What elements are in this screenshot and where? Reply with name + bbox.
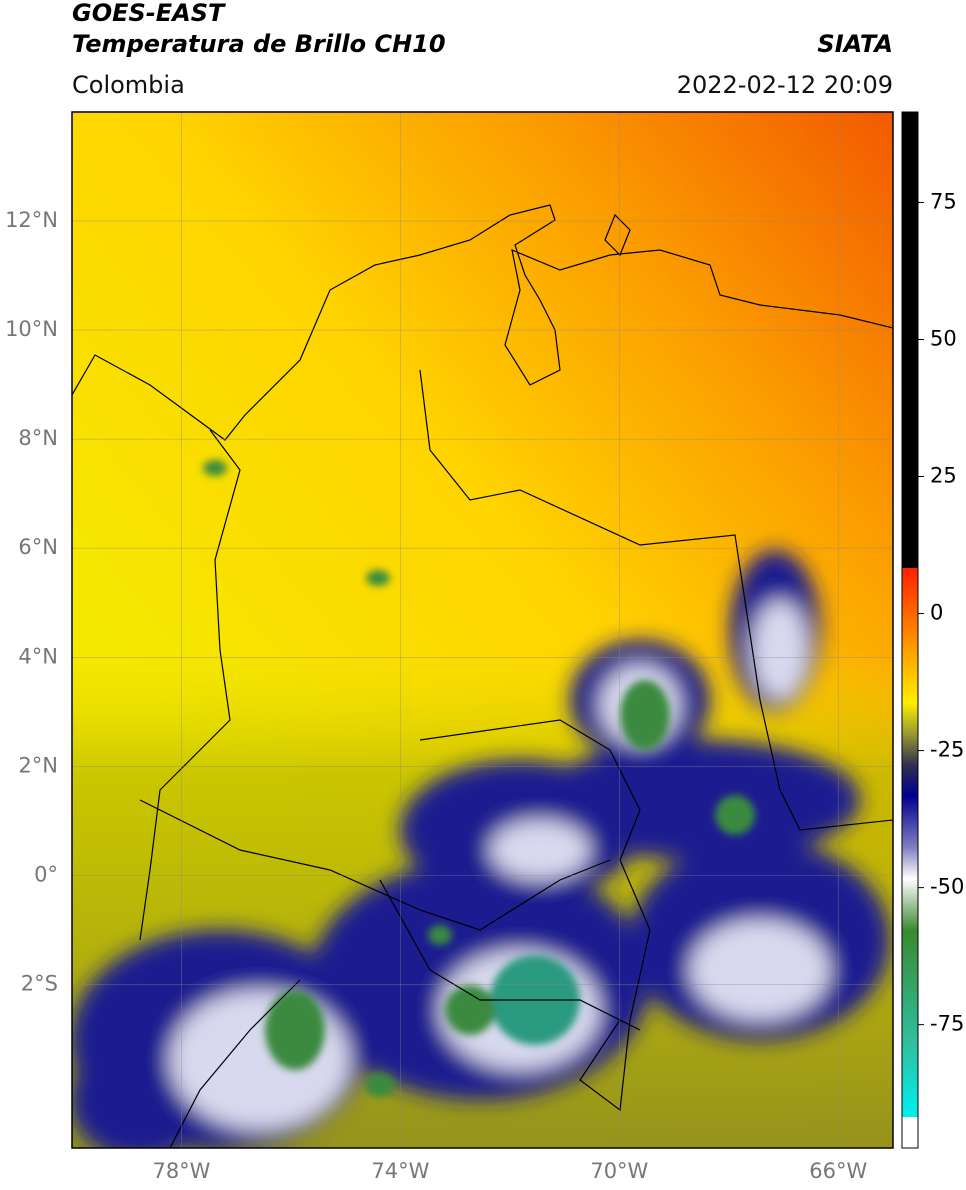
colorbar-tick-label: -50: [930, 875, 964, 899]
source: SIATA: [817, 30, 893, 58]
subtitle: Temperatura de Brillo CH10: [72, 30, 446, 58]
lat-tick-label: 6°N: [18, 535, 58, 559]
title: GOES-EAST: [72, 0, 226, 27]
satellite-field: [72, 112, 893, 1148]
lat-tick-label: 12°N: [5, 208, 58, 232]
lat-tick-label: 10°N: [5, 317, 58, 341]
colorbar-tick-label: -75: [930, 1012, 964, 1036]
colorbar-tick-label: 0: [930, 601, 943, 625]
map-frame: [71, 111, 894, 1149]
lon-tick-label: 78°W: [152, 1159, 210, 1183]
datetime: 2022-02-12 20:09: [677, 71, 893, 99]
colorbar-tick-label: 50: [930, 326, 957, 350]
graticule: [72, 112, 893, 1148]
colorbar: [901, 111, 919, 1149]
lon-tick-label: 74°W: [371, 1159, 429, 1183]
lat-tick-label: 8°N: [18, 426, 58, 450]
lon-tick-label: 66°W: [809, 1159, 867, 1183]
region: Colombia: [72, 71, 185, 99]
lat-tick-label: 0°: [34, 862, 58, 886]
colorbar-tick-label: 75: [930, 189, 957, 213]
colorbar-tick-label: -25: [930, 738, 964, 762]
lat-tick-label: 2°S: [21, 971, 58, 995]
colorbar-tick-label: 25: [930, 464, 957, 488]
lon-tick-label: 70°W: [590, 1159, 648, 1183]
lat-tick-label: 2°N: [18, 753, 58, 777]
lat-tick-label: 4°N: [18, 644, 58, 668]
